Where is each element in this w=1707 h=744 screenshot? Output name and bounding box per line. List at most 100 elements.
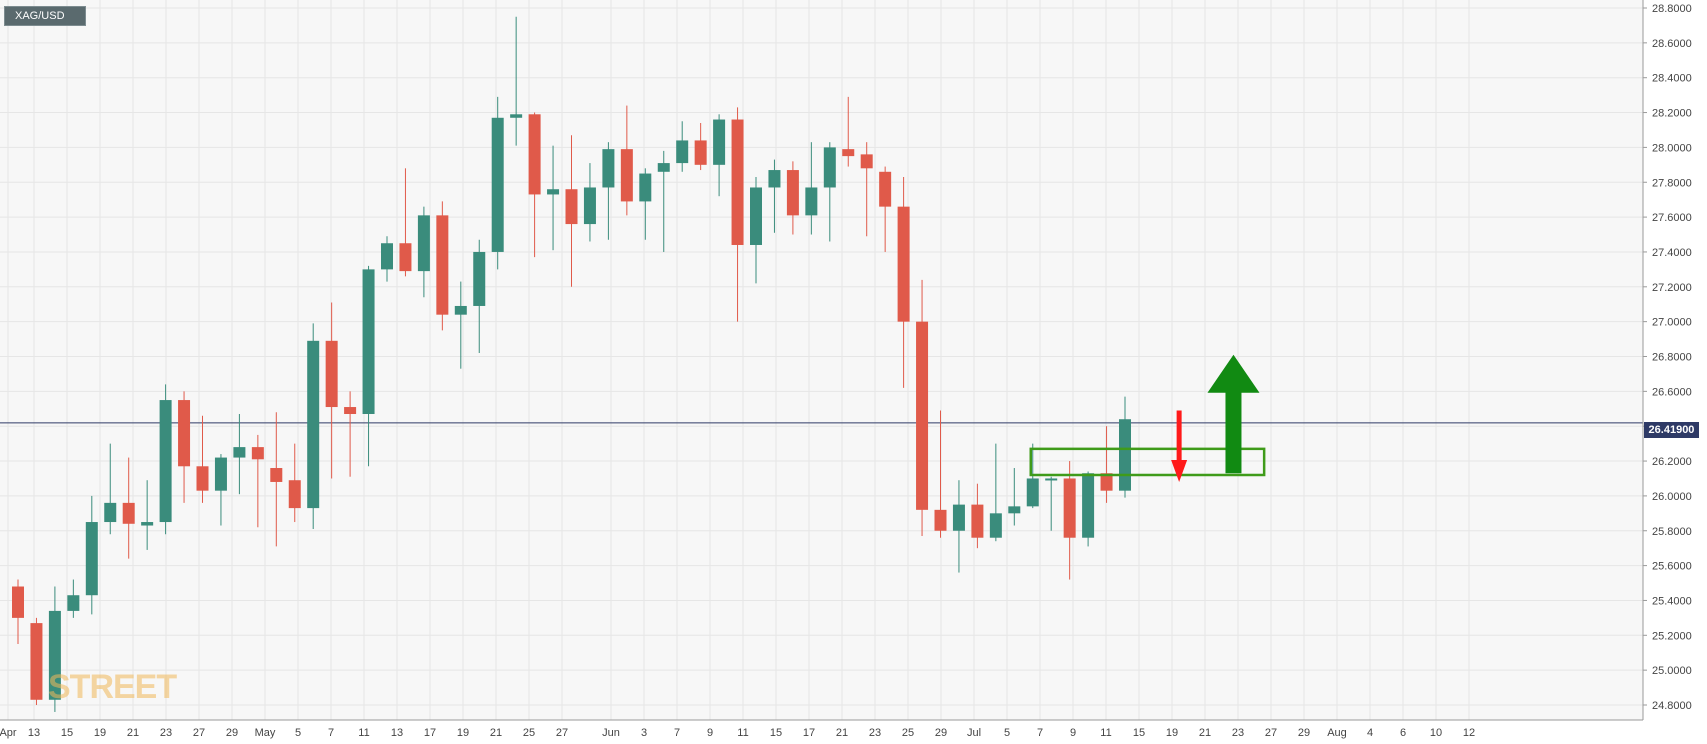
- x-tick-label: 7: [328, 727, 334, 739]
- candle-body: [768, 170, 781, 188]
- x-tick-label: 12: [1463, 727, 1475, 739]
- annotations: [1029, 354, 1266, 482]
- candle-down: [288, 443, 301, 523]
- y-tick-label: 26.2000: [1652, 456, 1692, 468]
- candle-down: [528, 112, 541, 258]
- candle-body: [989, 513, 1002, 538]
- candle-up: [547, 145, 560, 251]
- x-tick-label: 13: [28, 727, 40, 739]
- y-tick-label: 25.4000: [1652, 595, 1692, 607]
- candle-up: [583, 163, 596, 242]
- x-tick-label: 27: [193, 727, 205, 739]
- x-tick-label: 3: [641, 727, 647, 739]
- symbol-label: XAG/USD: [15, 10, 65, 22]
- candle-down: [971, 483, 984, 549]
- candle-up: [104, 443, 117, 535]
- candle-down: [178, 391, 191, 503]
- candle-body: [214, 457, 227, 491]
- y-tick-label: 25.0000: [1652, 665, 1692, 677]
- x-tick-label: 29: [1298, 727, 1310, 739]
- candle-body: [381, 243, 393, 270]
- support-zone-box: [1029, 447, 1266, 477]
- candle-up: [417, 206, 430, 298]
- x-axis: Apr 13 15 19 21 23 27 29 May 5 7 11 13 17 19 21 25 27 Jun 3…: [0, 719, 1643, 739]
- candle-body: [399, 243, 412, 272]
- candle-up: [141, 480, 154, 550]
- candle-up: [214, 454, 227, 526]
- candle-body: [1100, 473, 1113, 491]
- x-tick-label: 19: [94, 727, 106, 739]
- candle-up: [491, 96, 504, 270]
- candle-up: [159, 384, 172, 535]
- y-tick-label: 26.0000: [1652, 491, 1692, 503]
- candle-body: [1045, 478, 1058, 481]
- candle-body: [122, 502, 135, 524]
- candle-up: [1008, 468, 1021, 526]
- y-tick-label: 26.8000: [1652, 352, 1692, 364]
- candle-body: [454, 305, 467, 315]
- symbol-badge[interactable]: XAG/USD: [4, 6, 86, 26]
- candle-down: [196, 415, 209, 503]
- candle-body: [602, 149, 615, 188]
- bearish-arrow: [1171, 410, 1188, 482]
- candle-body: [362, 269, 375, 415]
- candle-down: [620, 105, 633, 216]
- y-tick-label: 28.8000: [1652, 3, 1692, 15]
- candle-body: [1082, 473, 1095, 538]
- candle-body: [842, 149, 855, 157]
- candle-body: [159, 400, 172, 523]
- x-tick-label: 29: [935, 727, 947, 739]
- plot-background: [0, 0, 1643, 720]
- candle-down: [879, 166, 892, 252]
- candle-body: [750, 187, 762, 245]
- candle-down: [12, 579, 24, 645]
- y-tick-label: 27.2000: [1652, 282, 1692, 294]
- candle-up: [233, 414, 246, 495]
- candle-body: [694, 140, 707, 165]
- candle-down: [325, 302, 338, 479]
- x-tick-label: 19: [1166, 727, 1178, 739]
- y-tick-label: 28.4000: [1652, 73, 1692, 85]
- candle-body: [860, 154, 873, 169]
- x-tick-label: Jul: [967, 727, 981, 739]
- x-tick-label: Jun: [602, 727, 620, 739]
- candle-down: [842, 96, 855, 167]
- candle-body: [1008, 506, 1021, 514]
- candle-down: [786, 161, 799, 235]
- x-tick-label: 21: [127, 727, 139, 739]
- x-tick-label: 23: [1232, 727, 1244, 739]
- x-tick-label: 9: [1070, 727, 1076, 739]
- x-tick-label: 25: [902, 727, 914, 739]
- candle-down: [399, 168, 412, 277]
- candle-down: [934, 410, 947, 538]
- y-tick-label: 24.8000: [1652, 700, 1692, 712]
- x-tick-label: 25: [523, 727, 535, 739]
- x-tick-label: May: [255, 727, 276, 739]
- x-tick-label: 23: [160, 727, 172, 739]
- candle-up: [989, 443, 1002, 542]
- candle-up: [473, 239, 486, 354]
- x-tick-label: 7: [1037, 727, 1043, 739]
- candle-up: [823, 142, 836, 242]
- candle-body: [879, 171, 892, 207]
- candle-body: [67, 595, 80, 611]
- y-tick-label: 26.6000: [1652, 386, 1692, 398]
- candle-up: [657, 150, 670, 252]
- x-tick-label: 15: [61, 727, 73, 739]
- candle-body: [270, 468, 283, 482]
- candle-body: [823, 147, 836, 188]
- candle-body: [48, 610, 61, 700]
- candle-down: [344, 391, 357, 477]
- candle-body: [639, 173, 652, 202]
- candle-body: [731, 119, 744, 245]
- candle-body: [30, 623, 43, 700]
- candle-up: [85, 495, 98, 615]
- candle-body: [288, 480, 301, 509]
- candle-up: [381, 236, 393, 282]
- candle-up: [952, 480, 965, 573]
- candle-down: [731, 107, 744, 322]
- candle-body: [12, 586, 24, 618]
- watermark-logo: STREET: [48, 668, 177, 706]
- x-tick-label: Aug: [1327, 727, 1347, 739]
